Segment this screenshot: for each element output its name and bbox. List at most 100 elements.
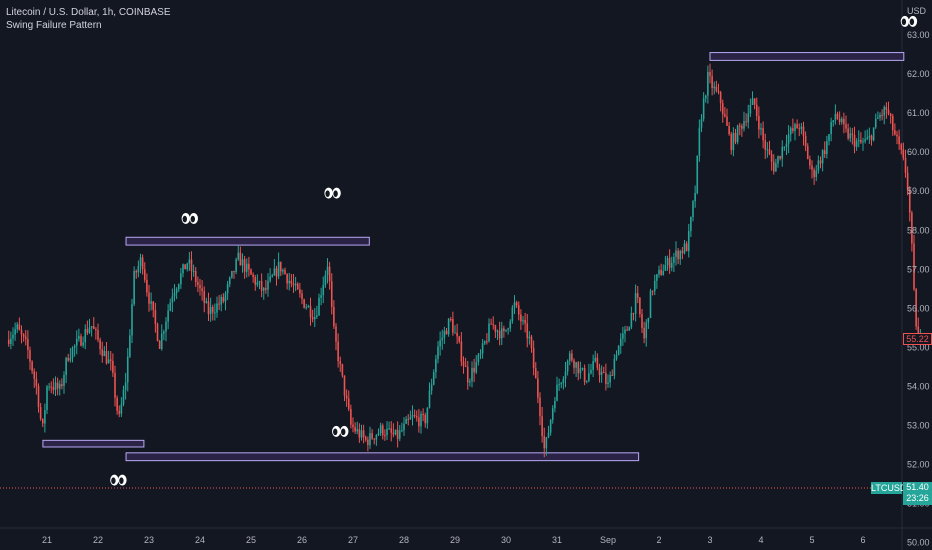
candle-body bbox=[794, 124, 796, 131]
candle-body bbox=[860, 139, 862, 143]
candle-body bbox=[619, 338, 622, 347]
indicator-title[interactable]: Swing Failure Pattern bbox=[6, 20, 102, 31]
candle-body bbox=[114, 372, 116, 398]
candle-body bbox=[390, 428, 393, 433]
candle-body bbox=[197, 282, 199, 285]
candle-body bbox=[713, 86, 716, 89]
liquidity-zone bbox=[125, 452, 640, 462]
candle-body bbox=[643, 328, 645, 339]
candle-body bbox=[241, 259, 244, 266]
candle-body bbox=[418, 417, 420, 427]
candle-body bbox=[851, 133, 854, 135]
candle-body bbox=[696, 155, 699, 194]
candle-body bbox=[777, 156, 779, 164]
candle-body bbox=[828, 134, 830, 142]
candle-body bbox=[316, 315, 318, 317]
candle-body bbox=[626, 329, 628, 331]
candle-body bbox=[698, 127, 701, 156]
candle-body bbox=[917, 326, 920, 336]
candle-body bbox=[573, 360, 575, 368]
candle-body bbox=[326, 266, 329, 275]
candle-body bbox=[549, 419, 552, 433]
candle-body bbox=[48, 386, 50, 388]
candle-body bbox=[220, 297, 223, 305]
candle-body bbox=[211, 307, 214, 313]
candle-body bbox=[647, 318, 650, 323]
candle-body bbox=[205, 301, 208, 303]
eye-pupil bbox=[182, 215, 187, 223]
candle-body bbox=[284, 269, 286, 275]
candle-body bbox=[24, 336, 27, 340]
candle-body bbox=[658, 269, 660, 275]
candle-body bbox=[690, 217, 692, 232]
candle-body bbox=[857, 139, 860, 142]
candle-body bbox=[409, 417, 412, 420]
candle-body bbox=[872, 127, 875, 141]
candle-body bbox=[381, 425, 384, 436]
price-tick-label: 53.00 bbox=[907, 421, 930, 431]
candle-body bbox=[717, 90, 720, 93]
candle-body bbox=[214, 312, 216, 314]
candle-body bbox=[86, 329, 89, 333]
candle-body bbox=[354, 427, 356, 432]
candle-body bbox=[528, 336, 531, 339]
candle-body bbox=[14, 329, 16, 335]
candle-body bbox=[636, 293, 639, 298]
candle-body bbox=[581, 368, 584, 370]
candle-body bbox=[660, 269, 662, 275]
candle-body bbox=[201, 288, 203, 292]
candle-body bbox=[488, 323, 490, 342]
candle-body bbox=[730, 134, 733, 151]
candle-body bbox=[233, 270, 235, 273]
candle-body bbox=[415, 416, 418, 418]
eye-pupil bbox=[190, 215, 195, 223]
candle-body bbox=[158, 340, 161, 349]
current-price-tag: 51.40 23:26 bbox=[903, 481, 932, 505]
candle-body bbox=[541, 416, 543, 437]
candle-body bbox=[469, 381, 471, 383]
candle-body bbox=[779, 156, 781, 159]
time-axis[interactable]: 21 22 23 24 25 26 27 28 29 30 31 Sep 2 3 4 5 6 bbox=[42, 535, 866, 545]
candle-body bbox=[715, 86, 718, 91]
candle-body bbox=[915, 289, 917, 327]
candle-body bbox=[248, 263, 250, 270]
candle-body bbox=[732, 133, 735, 151]
candle-body bbox=[358, 429, 361, 438]
candle-body bbox=[883, 107, 886, 116]
candle-body bbox=[526, 323, 529, 339]
candle-body bbox=[37, 385, 40, 408]
symbol-title[interactable]: Litecoin / U.S. Dollar, 1h, COINBASE bbox=[6, 7, 171, 18]
candle-body bbox=[413, 415, 416, 417]
time-tick-label: 23 bbox=[144, 535, 154, 545]
price-tick-label: 54.00 bbox=[907, 381, 930, 391]
candle-body bbox=[547, 432, 550, 438]
candle-body bbox=[222, 297, 225, 302]
candle-body bbox=[583, 368, 586, 382]
candle-body bbox=[294, 283, 297, 286]
candle-body bbox=[252, 274, 254, 278]
eye-pupil bbox=[333, 428, 338, 436]
candle-body bbox=[785, 143, 788, 147]
candle-body bbox=[590, 369, 592, 374]
candle-body bbox=[653, 280, 656, 292]
candle-body bbox=[602, 372, 605, 374]
time-tick-label: 29 bbox=[450, 535, 460, 545]
candle-body bbox=[424, 415, 427, 424]
candle-body bbox=[560, 382, 563, 385]
candle-body bbox=[337, 341, 339, 362]
candle-body bbox=[656, 274, 658, 281]
candle-body bbox=[75, 339, 78, 346]
candle-body bbox=[577, 362, 580, 374]
eye-pupil bbox=[111, 477, 116, 484]
candle-body bbox=[641, 314, 643, 329]
candle-body bbox=[267, 280, 269, 290]
candle-body bbox=[834, 113, 837, 121]
candle-body bbox=[31, 361, 33, 372]
candle-body bbox=[120, 404, 123, 414]
candle-body bbox=[403, 423, 405, 431]
candle-body bbox=[46, 386, 48, 411]
candle-body bbox=[687, 231, 690, 252]
candle-body bbox=[392, 432, 395, 435]
candle-body bbox=[513, 302, 516, 308]
